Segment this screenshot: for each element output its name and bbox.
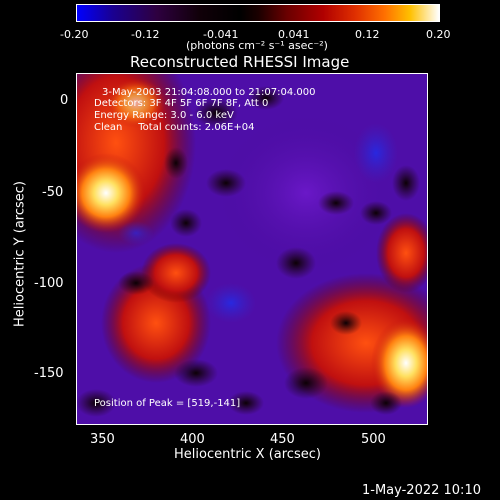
- x-tick: 350: [90, 432, 115, 447]
- info-energy-range: Energy Range: 3.0 - 6.0 keV: [94, 110, 234, 121]
- info-counts: Clean Total counts: 2.06E+04: [94, 122, 255, 133]
- colorbar-unit-label: (photons cm⁻² s⁻¹ asec⁻²): [186, 39, 328, 52]
- x-tick: 400: [180, 432, 205, 447]
- timestamp: 1-May-2022 10:10: [362, 483, 481, 498]
- y-tick: -150: [34, 366, 64, 381]
- y-tick: -100: [34, 276, 64, 291]
- x-tick: 450: [270, 432, 295, 447]
- colorbar-tick: -0.20: [60, 28, 89, 41]
- y-tick: 0: [60, 93, 69, 108]
- y-tick: -50: [42, 185, 64, 200]
- x-tick: 500: [361, 432, 386, 447]
- info-detectors: Detectors: 3F 4F 5F 6F 7F 8F, Att 0: [94, 98, 269, 109]
- colorbar-tick: 0.041: [278, 28, 310, 41]
- colorbar-tick: -0.12: [131, 28, 160, 41]
- colorbar: [76, 4, 440, 22]
- colorbar-tick: 0.12: [355, 28, 380, 41]
- plot-title: Reconstructed RHESSI Image: [130, 53, 350, 71]
- x-axis-label: Heliocentric X (arcsec): [174, 447, 321, 462]
- colorbar-tick: 0.20: [426, 28, 451, 41]
- info-time-range: 3-May-2003 21:04:08.000 to 21:07:04.000: [102, 87, 316, 98]
- info-peak-position: Position of Peak = [519,-141]: [94, 398, 241, 409]
- plot-frame: [76, 73, 428, 425]
- colorbar-tick: -0.041: [203, 28, 239, 41]
- rhessi-image: [76, 73, 428, 425]
- y-axis-label: Heliocentric Y (arcsec): [12, 181, 28, 327]
